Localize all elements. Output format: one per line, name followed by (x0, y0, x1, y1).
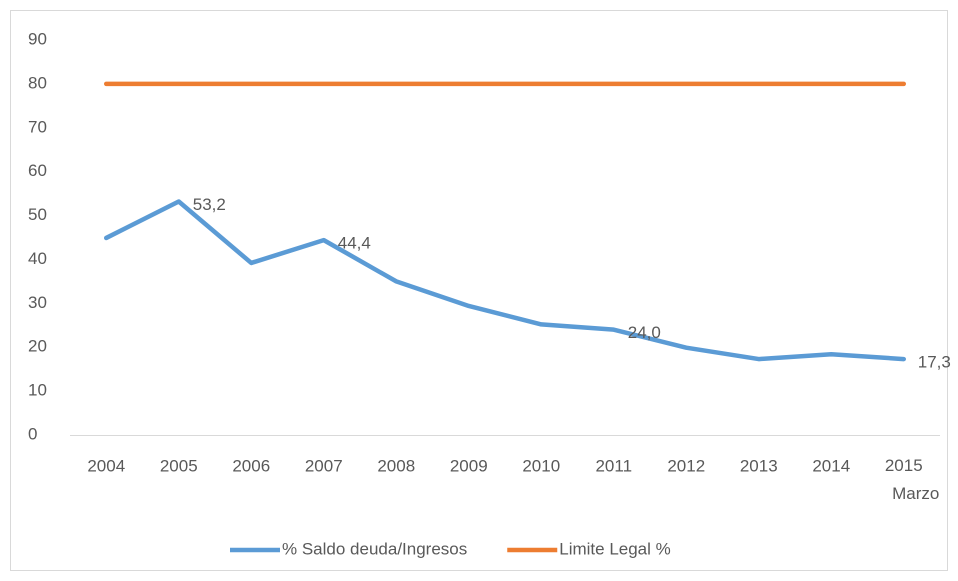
y-tick-label: 70 (28, 117, 47, 136)
y-tick-label: 50 (28, 205, 47, 224)
x-tick-label: 2012 (667, 456, 705, 475)
y-tick-label: 0 (28, 424, 37, 443)
x-tick-label: 2011 (595, 456, 632, 475)
x-tick-label: 2007 (305, 456, 343, 475)
x-tick-label: 2004 (87, 456, 125, 475)
x-tick-label: 2015 Marzo (885, 456, 940, 503)
data-label: 44,4 (338, 234, 371, 253)
y-tick-label: 10 (28, 381, 47, 400)
x-tick-label: 2008 (377, 456, 415, 475)
y-tick-label: 80 (28, 73, 47, 92)
x-tick-label: 2006 (232, 456, 270, 475)
y-tick-label: 40 (28, 249, 47, 268)
chart-border (10, 10, 948, 571)
data-label: 17,3 (918, 353, 951, 372)
y-tick-label: 30 (28, 293, 47, 312)
y-tick-label: 60 (28, 161, 47, 180)
x-tick-label: 2005 (160, 456, 198, 475)
x-tick-label: 2014 (812, 456, 850, 475)
x-tick-label: 2009 (450, 456, 488, 475)
data-label: 53,2 (193, 195, 226, 214)
legend-label: % Saldo deuda/Ingresos (282, 539, 467, 558)
series-line (104, 199, 906, 362)
y-tick-label: 20 (28, 337, 47, 356)
legend-label: Limite Legal % (559, 539, 671, 558)
data-label: 24,0 (628, 323, 661, 342)
y-tick-label: 90 (28, 29, 47, 48)
x-tick-label: 2013 (740, 456, 778, 475)
x-tick-label: 2010 (522, 456, 560, 475)
